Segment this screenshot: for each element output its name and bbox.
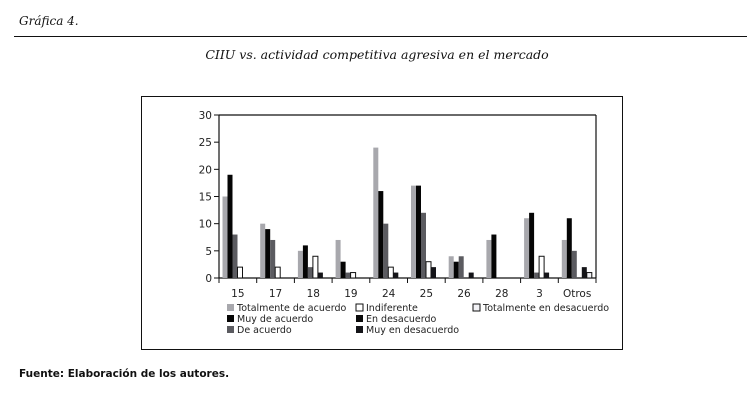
legend-label: De acuerdo xyxy=(237,325,292,336)
bar-muy-de-acuerdo xyxy=(529,212,535,278)
legend-swatch xyxy=(227,326,234,333)
bar-muy-de-acuerdo xyxy=(302,245,308,278)
legend-label: Indiferente xyxy=(366,303,418,314)
legend-swatch xyxy=(356,326,363,333)
bar-de-acuerdo xyxy=(458,256,464,278)
bar-muy-de-acuerdo xyxy=(227,174,233,278)
bar-indiferente xyxy=(387,266,394,279)
bar-totalmente-en-desacuerdo xyxy=(586,272,593,279)
bar-totalmente-de-acuerdo xyxy=(411,185,416,278)
bar-muy-de-acuerdo xyxy=(265,229,271,278)
x-tick-label: 24 xyxy=(382,288,396,300)
bar-totalmente-de-acuerdo xyxy=(524,218,530,278)
y-tick-label: 25 xyxy=(199,137,212,149)
bar-muy-de-acuerdo xyxy=(453,261,459,278)
bar-muy-de-acuerdo xyxy=(566,218,572,278)
bar-de-acuerdo xyxy=(534,272,540,278)
bar-totalmente-de-acuerdo xyxy=(297,250,303,278)
legend-swatch xyxy=(227,304,234,311)
bar-muy-en-desacuerdo xyxy=(393,272,399,278)
bar-muy-de-acuerdo xyxy=(378,191,384,278)
legend-label: En desacuerdo xyxy=(366,314,437,325)
bar-indiferente xyxy=(538,255,545,279)
source-note: Fuente: Elaboración de los autores. xyxy=(19,368,230,380)
x-tick-label: Otros xyxy=(563,288,591,300)
bar-totalmente-de-acuerdo xyxy=(335,239,341,278)
bar-de-acuerdo xyxy=(232,234,238,278)
figure-label: Gráfica 4. xyxy=(19,14,79,28)
y-tick-label: 0 xyxy=(205,273,212,285)
y-tick-label: 20 xyxy=(199,164,212,176)
bar-de-acuerdo xyxy=(383,223,389,278)
x-tick-label: 17 xyxy=(269,288,282,300)
bar-indiferente xyxy=(312,255,319,279)
bar-muy-de-acuerdo xyxy=(491,234,497,278)
x-tick-label: 19 xyxy=(344,288,357,300)
bar-de-acuerdo xyxy=(571,250,577,278)
x-tick-label: 28 xyxy=(495,288,508,300)
x-tick-label: 3 xyxy=(536,288,543,300)
bar-de-acuerdo xyxy=(307,267,313,278)
x-tick-label: 25 xyxy=(420,288,433,300)
legend-label: Totalmente de acuerdo xyxy=(236,303,346,314)
legend-swatch xyxy=(227,315,234,322)
bar-indiferente xyxy=(274,266,281,279)
bar-indiferente xyxy=(350,272,357,279)
bar-muy-de-acuerdo xyxy=(416,185,421,278)
bar-de-acuerdo xyxy=(270,239,276,278)
legend-label: Muy en desacuerdo xyxy=(366,325,459,336)
bar-muy-en-desacuerdo xyxy=(581,267,587,278)
x-tick-label: 15 xyxy=(231,288,244,300)
bar-indiferente xyxy=(237,266,243,279)
bar-muy-en-desacuerdo xyxy=(431,267,436,278)
legend-swatch xyxy=(355,303,364,312)
chart-frame xyxy=(141,96,623,350)
bar-de-acuerdo xyxy=(345,272,351,278)
bar-totalmente-de-acuerdo xyxy=(222,196,228,278)
bar-totalmente-de-acuerdo xyxy=(448,256,454,278)
bar-totalmente-de-acuerdo xyxy=(486,239,492,278)
y-tick-label: 15 xyxy=(199,192,212,204)
x-tick-label: 18 xyxy=(307,288,320,300)
legend-label: Muy de acuerdo xyxy=(237,314,313,325)
bar-totalmente-de-acuerdo xyxy=(260,223,266,278)
x-tick-label: 26 xyxy=(457,288,471,300)
bar-muy-en-desacuerdo xyxy=(317,272,323,278)
bar-de-acuerdo xyxy=(421,212,426,278)
bar-totalmente-de-acuerdo xyxy=(373,147,379,278)
chart-title: CIIU vs. actividad competitiva agresiva … xyxy=(205,47,549,62)
y-tick-label: 30 xyxy=(199,110,212,122)
bar-totalmente-de-acuerdo xyxy=(561,239,567,278)
legend-label: Totalmente en desacuerdo xyxy=(482,303,609,314)
bar-muy-en-desacuerdo xyxy=(544,272,550,278)
bar-indiferente xyxy=(425,261,432,279)
bar-muy-en-desacuerdo xyxy=(468,272,474,278)
y-tick-label: 10 xyxy=(199,219,212,231)
bar-muy-de-acuerdo xyxy=(340,261,346,278)
legend-swatch xyxy=(356,315,363,322)
legend-swatch xyxy=(472,303,481,312)
y-tick-label: 5 xyxy=(205,246,212,258)
header-rule xyxy=(14,36,747,37)
